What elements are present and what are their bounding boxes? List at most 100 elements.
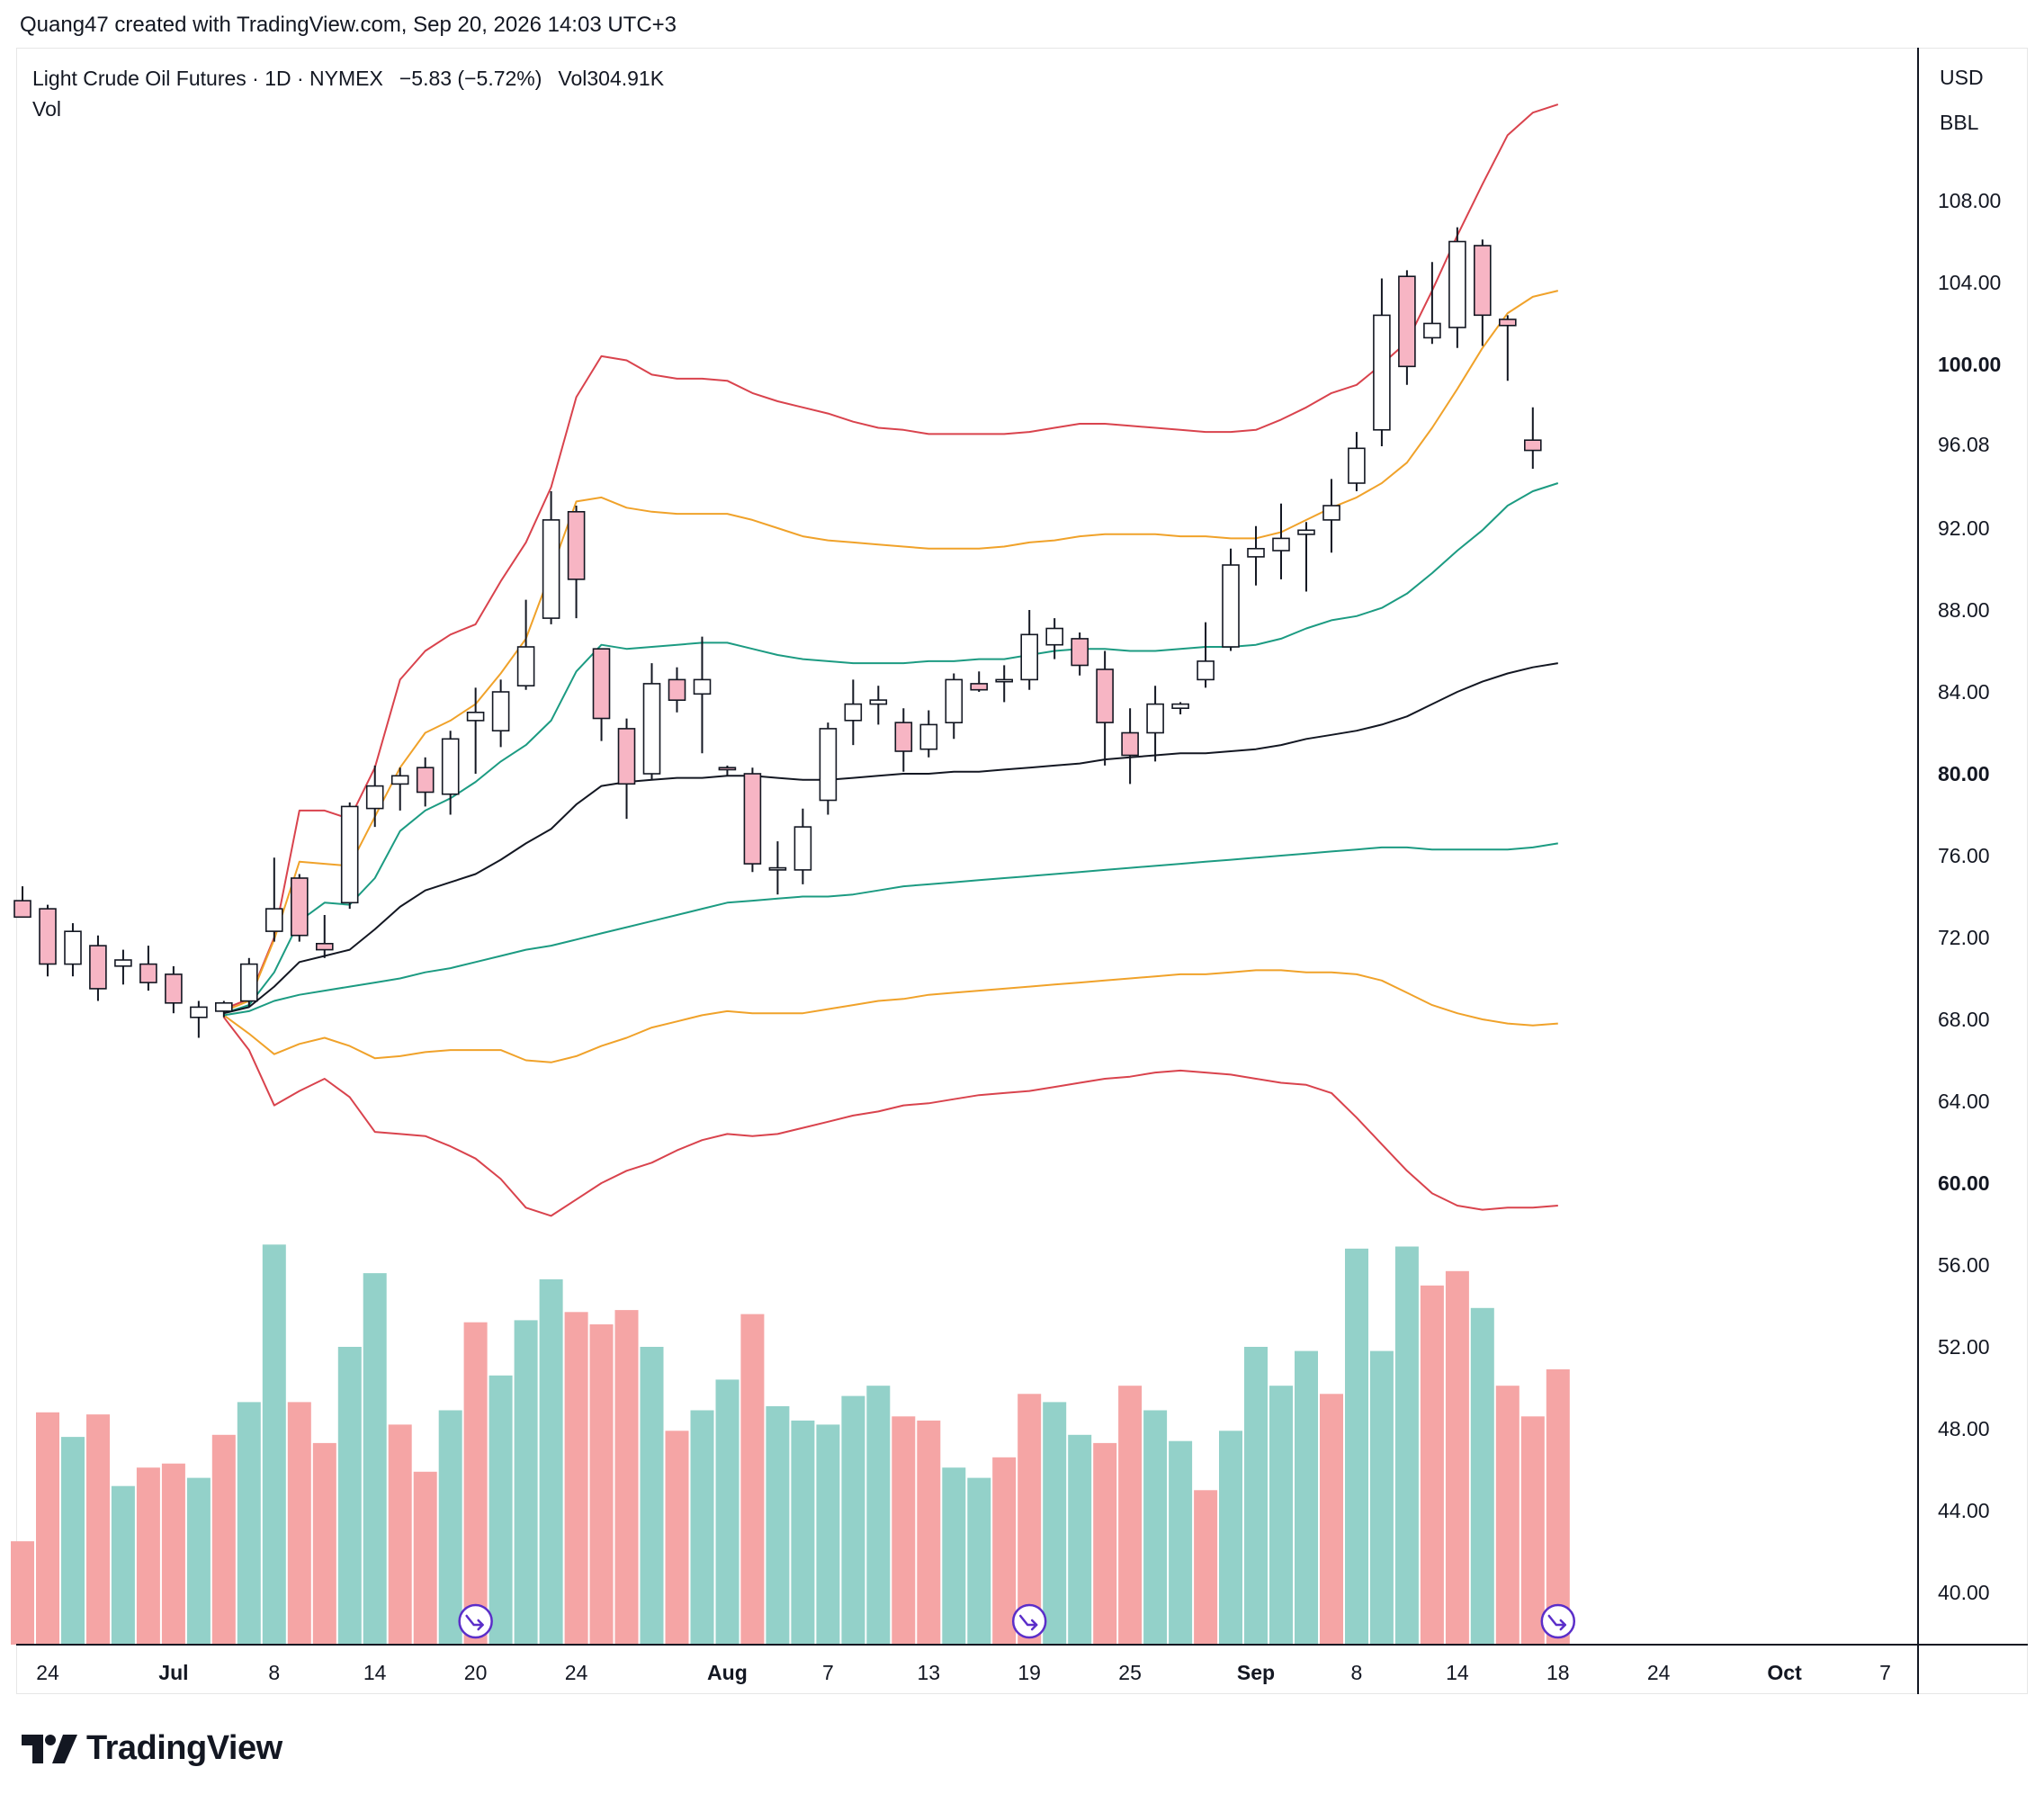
outer-upper-band (223, 103, 1559, 1010)
volume-bar (1143, 1410, 1168, 1645)
currency-label[interactable]: USD (1940, 66, 1984, 89)
volume-bar (539, 1278, 563, 1645)
candle-body (793, 826, 812, 871)
candle-body (315, 943, 334, 951)
time-tick-label: 20 (464, 1661, 488, 1684)
candle (567, 506, 586, 619)
candle (945, 673, 964, 740)
event-marker-icon[interactable] (1011, 1603, 1047, 1639)
candle (1272, 503, 1290, 579)
candle-body (970, 683, 988, 691)
candle (491, 679, 510, 748)
volume-bar (1244, 1347, 1268, 1645)
volume-bar (1169, 1440, 1193, 1645)
candle-body (1045, 627, 1063, 646)
volume-bar (136, 1467, 160, 1645)
event-marker-icon[interactable] (458, 1603, 493, 1639)
volume-bar (816, 1424, 840, 1645)
event-marker-ring (1011, 1603, 1047, 1639)
header-credit: Quang47 created with TradingView.com, Se… (20, 13, 677, 37)
candle-body (1348, 447, 1366, 484)
event-marker-arrow (1547, 1614, 1567, 1631)
time-tick-label: Sep (1237, 1661, 1275, 1684)
mid-lower-band (223, 969, 1558, 1063)
volume-bar (161, 1463, 185, 1645)
price-tick-label: 64.00 (1938, 1090, 1990, 1113)
candle (542, 491, 560, 624)
volume-bar (61, 1437, 85, 1645)
volume-bar (841, 1395, 865, 1645)
price-axis: 108.00 104.00 100.00 96.08 92.00 88.00 84.00 80… (1938, 189, 2001, 1604)
candle-body (190, 1006, 208, 1018)
candle (89, 935, 107, 1001)
candle-body (1071, 638, 1089, 667)
unit-label[interactable]: BBL (1940, 111, 1979, 134)
volume-bar (866, 1386, 891, 1645)
time-tick-label: 7 (1879, 1661, 1891, 1684)
volume-bar (791, 1420, 815, 1645)
candle (1247, 525, 1265, 586)
time-tick-label: 18 (1546, 1661, 1570, 1684)
candle-body (390, 775, 409, 785)
event-markers-layer (458, 1603, 1576, 1639)
candle (1398, 270, 1416, 385)
time-tick-label: 24 (1647, 1661, 1671, 1684)
candle-body (89, 945, 107, 990)
volume-bar (413, 1471, 437, 1645)
candle-body (945, 678, 964, 724)
candle (668, 667, 686, 713)
candle (1373, 278, 1391, 446)
candle (1020, 610, 1038, 690)
event-marker-ring (1540, 1603, 1576, 1639)
chart-frame (16, 48, 2028, 1694)
candle-body (567, 510, 586, 580)
candle-body (139, 963, 157, 983)
time-tick-label: 7 (822, 1661, 834, 1684)
candle (1045, 618, 1063, 659)
candle-body (768, 866, 787, 871)
candle-body (1474, 245, 1492, 317)
inner-lower-band (223, 842, 1558, 1017)
legend-main-row: Light Crude Oil Futures · 1D · NYMEX −5.8… (32, 63, 664, 94)
candle (315, 915, 334, 958)
volume-bar (337, 1347, 362, 1645)
candle-body (441, 738, 460, 795)
candle (39, 904, 57, 977)
candle (114, 949, 132, 985)
candle-body (114, 959, 132, 967)
candle-body (894, 722, 913, 752)
candle-body (995, 678, 1013, 683)
volume-bar (489, 1375, 513, 1645)
volume-bar (766, 1406, 790, 1645)
volume-bar (564, 1312, 588, 1645)
candle-body (39, 908, 57, 965)
volume-value: Vol304.91K (558, 67, 665, 90)
candle (215, 1000, 233, 1018)
event-marker-icon[interactable] (1540, 1603, 1576, 1639)
candle-body (1096, 668, 1114, 723)
volume-bar (1394, 1246, 1419, 1645)
candle-body (919, 723, 938, 750)
candle (844, 679, 863, 746)
volume-bar (614, 1310, 639, 1645)
price-tick-label: 80.00 (1938, 762, 1990, 785)
candle-body (1499, 318, 1517, 327)
price-tick-label: 48.00 (1938, 1417, 1990, 1440)
price-chart[interactable]: 108.00 104.00 100.00 96.08 92.00 88.00 84.00 80… (0, 0, 2044, 1709)
bands-layer (223, 103, 1559, 1217)
volume-bar (287, 1402, 311, 1645)
candle-body (1197, 660, 1215, 681)
candle (1524, 407, 1542, 469)
volume-bar (992, 1457, 1017, 1645)
candle (793, 808, 812, 884)
candle-body (1222, 564, 1240, 648)
tradingview-logo[interactable]: TradingView (22, 1729, 282, 1768)
volume-bar (86, 1414, 110, 1645)
volume-indicator-label[interactable]: Vol (32, 97, 61, 121)
candle (642, 663, 661, 780)
candle (340, 802, 359, 910)
volume-bar (1068, 1434, 1092, 1645)
time-tick-label: 25 (1118, 1661, 1142, 1684)
symbol-title[interactable]: Light Crude Oil Futures · 1D · NYMEX (32, 67, 383, 90)
candle (13, 886, 31, 919)
